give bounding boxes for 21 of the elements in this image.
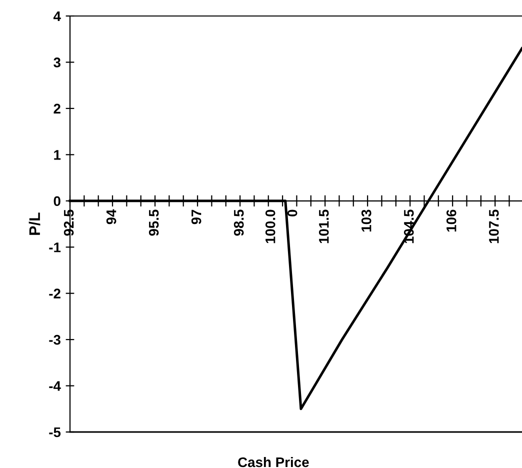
y-tick-label: 3 [54, 58, 60, 68]
y-axis-title: P/L [28, 212, 40, 235]
y-tick-label: -2 [49, 288, 60, 298]
y-tick-label: -1 [49, 242, 61, 252]
x-tick-label: 101.5 [318, 210, 329, 244]
x-axis-title: Cash Price [238, 456, 309, 468]
x-tick-label: 98.5 [234, 210, 244, 236]
y-tick-label: 2 [54, 104, 60, 114]
x-tick-label: 106 [446, 210, 456, 232]
y-tick-label: 0 [54, 196, 60, 206]
x-tick-label: 95.5 [148, 210, 159, 236]
x-tick-label: 103 [361, 210, 372, 232]
y-tick-label: -3 [49, 334, 60, 345]
y-tick-label: -4 [49, 381, 61, 391]
y-tick-label: 4 [53, 11, 61, 22]
x-tick-label: 100.0 0 [265, 210, 298, 244]
x-tick-label: 94 [106, 209, 116, 224]
y-tick-label: 1 [54, 150, 61, 160]
x-tick-label: 107.5 [488, 210, 499, 244]
y-tick-label: -5 [49, 427, 61, 438]
x-tick-label: 97 [191, 210, 202, 224]
